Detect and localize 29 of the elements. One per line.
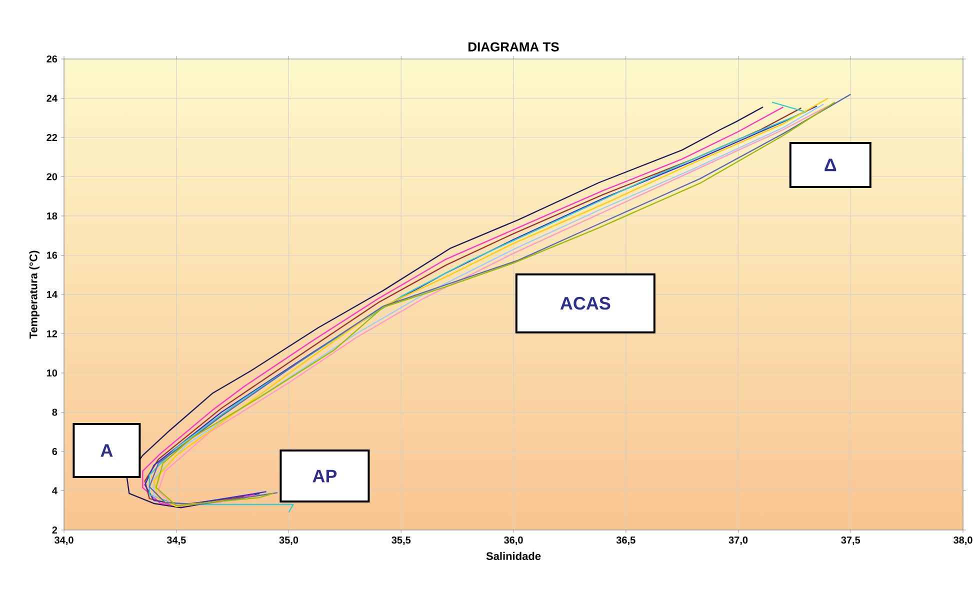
y-tick-label: 16 xyxy=(46,252,58,259)
y-tick-label: 20 xyxy=(46,173,58,180)
x-tick-label: 36,0 xyxy=(504,536,523,546)
annotation: A xyxy=(100,444,113,457)
x-tick-label: 35,0 xyxy=(279,536,298,546)
x-tick-label: 37,5 xyxy=(841,536,860,546)
x-axis-title: Salinidade xyxy=(486,552,541,560)
y-tick-label: 12 xyxy=(46,330,58,338)
annotation: Δ xyxy=(824,158,836,172)
y-axis-title: Temperatura (°C) xyxy=(29,250,40,339)
y-tick-label: 6 xyxy=(52,448,58,456)
chart-title: DIAGRAMA TS xyxy=(468,42,559,52)
x-tick-label: 35,5 xyxy=(392,536,411,546)
x-tick-label: 37,0 xyxy=(728,536,748,546)
y-tick-label: 4 xyxy=(52,487,58,494)
annotation: ACAS xyxy=(560,296,610,310)
x-tick-label: 38,0 xyxy=(954,536,972,546)
y-tick-label: 22 xyxy=(46,134,58,141)
y-tick-label: 26 xyxy=(46,55,58,63)
y-tick-label: 18 xyxy=(46,212,58,220)
x-tick-label: 34,5 xyxy=(166,536,186,546)
x-tick-label: 36,5 xyxy=(616,536,636,546)
x-tick-label: 34,0 xyxy=(54,536,74,546)
y-tick-label: 8 xyxy=(52,408,58,416)
y-tick-label: 14 xyxy=(46,291,58,298)
y-tick-label: 2 xyxy=(52,526,58,534)
y-tick-label: 10 xyxy=(46,369,58,377)
annotation: AP xyxy=(312,470,337,482)
y-tick-label: 24 xyxy=(46,94,58,102)
